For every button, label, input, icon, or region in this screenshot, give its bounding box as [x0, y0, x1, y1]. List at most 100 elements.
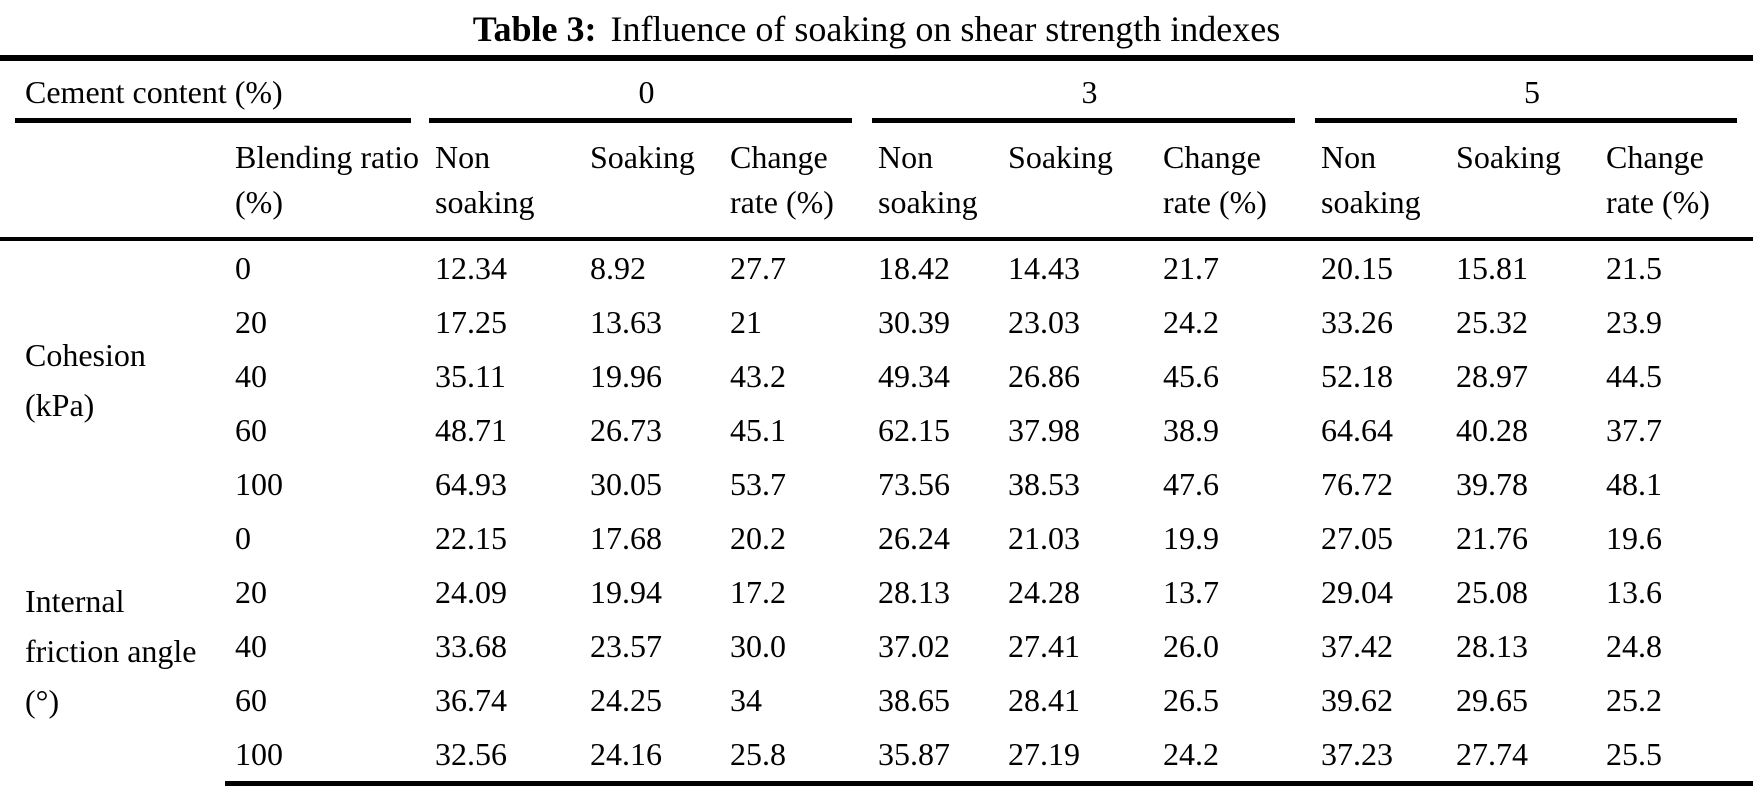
blending-ratio-cell: 100: [235, 466, 283, 502]
value-cell: 24.28: [1008, 574, 1081, 610]
value-cell: 26.5: [1163, 682, 1220, 718]
cement-content-header: Cement content (%): [0, 55, 425, 123]
value-cell: 35.87: [868, 727, 999, 786]
value-cell: 25.5: [1596, 727, 1753, 786]
value-cell: 62.15: [878, 412, 951, 448]
value-cell: 19.96: [590, 358, 662, 394]
value-cell: 37.42: [1321, 628, 1394, 664]
value-cell: 40.28: [1456, 412, 1529, 448]
table-title-text: Influence of soaking on shear strength i…: [610, 9, 1281, 49]
table-row: 60 36.74 24.25 34 38.65 28.41 26.5 39.62…: [0, 673, 1753, 727]
value-cell: 28.13: [1456, 628, 1529, 664]
value-cell: 25.2: [1606, 682, 1663, 718]
table-row: 100 32.56 24.16 25.8 35.87 27.19 24.2 37…: [0, 727, 1753, 786]
blending-ratio-cell: 0: [235, 250, 251, 286]
value-cell: 21.5: [1606, 250, 1663, 286]
table-row: Internal friction angle (°) 0 22.15 17.6…: [0, 511, 1753, 719]
value-cell: 33.68: [435, 628, 507, 664]
value-cell: 21.7: [1163, 250, 1220, 286]
blending-ratio-header: Blending ratio (%): [225, 123, 425, 241]
group-0-label: 0: [638, 74, 655, 110]
group-3-label: 3: [1081, 74, 1098, 110]
value-cell: 37.02: [878, 628, 951, 664]
value-cell: 33.26: [1321, 304, 1394, 340]
value-cell: 27.74: [1446, 727, 1597, 786]
value-cell: 27.19: [998, 727, 1154, 786]
value-cell: 34: [730, 682, 762, 718]
value-cell: 49.34: [878, 358, 951, 394]
value-cell: 73.56: [878, 466, 951, 502]
value-cell: 20.2: [730, 520, 786, 556]
data-table: Cement content (%) 0 3 5 Blending ratio …: [0, 55, 1753, 786]
value-cell: 28.97: [1456, 358, 1529, 394]
table-row: 20 24.09 19.94 17.2 28.13 24.28 13.7 29.…: [0, 565, 1753, 619]
value-cell: 26.73: [590, 412, 662, 448]
value-cell: 36.74: [435, 682, 507, 718]
rule-segment: [1315, 118, 1738, 123]
value-cell: 53.7: [730, 466, 786, 502]
table-title-label: Table 3:: [472, 9, 597, 49]
value-cell: 27.41: [1008, 628, 1081, 664]
non-soaking-header: Non soaking: [1311, 123, 1447, 241]
non-soaking-header: Non soaking: [425, 123, 580, 241]
value-cell: 28.13: [878, 574, 951, 610]
value-cell: 13.7: [1163, 574, 1220, 610]
soaking-header: Soaking: [1446, 123, 1597, 241]
value-cell: 27.7: [730, 250, 786, 286]
value-cell: 24.2: [1153, 727, 1312, 786]
value-cell: 13.6: [1606, 574, 1663, 610]
value-cell: 21: [730, 304, 762, 340]
value-cell: 24.09: [435, 574, 507, 610]
value-cell: 44.5: [1606, 358, 1663, 394]
value-cell: 19.94: [590, 574, 662, 610]
value-cell: 12.34: [435, 250, 507, 286]
rule-segment: [429, 118, 853, 123]
value-cell: 39.78: [1456, 466, 1529, 502]
value-cell: 38.9: [1163, 412, 1220, 448]
table-row: 60 48.71 26.73 45.1 62.15 37.98 38.9 64.…: [0, 403, 1753, 457]
table-row: Cohesion (kPa) 0 12.34 8.92 27.7 18.42 1…: [0, 239, 1753, 423]
cement-content-label: Cement content (%): [25, 74, 283, 110]
value-cell: 39.62: [1321, 682, 1394, 718]
value-cell: 15.81: [1456, 250, 1529, 286]
value-cell: 37.98: [1008, 412, 1081, 448]
value-cell: 25.8: [720, 727, 869, 786]
blending-ratio-cell: 40: [235, 358, 267, 394]
value-cell: 19.6: [1606, 520, 1663, 556]
sub-header-row: Blending ratio (%) Non soaking Soaking C…: [0, 123, 1753, 241]
blending-ratio-cell: 60: [235, 682, 267, 718]
value-cell: 29.04: [1321, 574, 1394, 610]
row-label-cohesion: Cohesion (kPa): [25, 337, 146, 423]
value-cell: 24.25: [590, 682, 662, 718]
value-cell: 26.0: [1163, 628, 1220, 664]
value-cell: 21.03: [1008, 520, 1081, 556]
value-cell: 14.43: [1008, 250, 1081, 286]
value-cell: 18.42: [878, 250, 951, 286]
value-cell: 13.63: [590, 304, 662, 340]
rule-segment: [15, 118, 411, 123]
value-cell: 20.15: [1321, 250, 1394, 286]
value-cell: 24.8: [1606, 628, 1663, 664]
value-cell: 52.18: [1321, 358, 1394, 394]
value-cell: 17.68: [590, 520, 662, 556]
value-cell: 45.6: [1163, 358, 1220, 394]
value-cell: 30.05: [590, 466, 662, 502]
value-cell: 24.16: [580, 727, 720, 786]
group-header-5: 5: [1311, 55, 1753, 123]
rule-segment: [872, 118, 1296, 123]
value-cell: 22.15: [435, 520, 507, 556]
value-cell: 38.53: [1008, 466, 1081, 502]
soaking-header: Soaking: [580, 123, 720, 241]
value-cell: 27.05: [1321, 520, 1394, 556]
value-cell: 29.65: [1456, 682, 1529, 718]
value-cell: 45.1: [730, 412, 786, 448]
value-cell: 26.24: [878, 520, 951, 556]
value-cell: 76.72: [1321, 466, 1394, 502]
table-row: 40 35.11 19.96 43.2 49.34 26.86 45.6 52.…: [0, 349, 1753, 403]
blending-ratio-cell: 0: [235, 520, 251, 556]
change-rate-header: Change rate (%): [1596, 123, 1753, 241]
value-cell: 28.41: [1008, 682, 1081, 718]
blending-ratio-cell: 20: [235, 574, 267, 610]
row-label-internal-friction-angle: Internal friction angle (°): [25, 583, 197, 720]
